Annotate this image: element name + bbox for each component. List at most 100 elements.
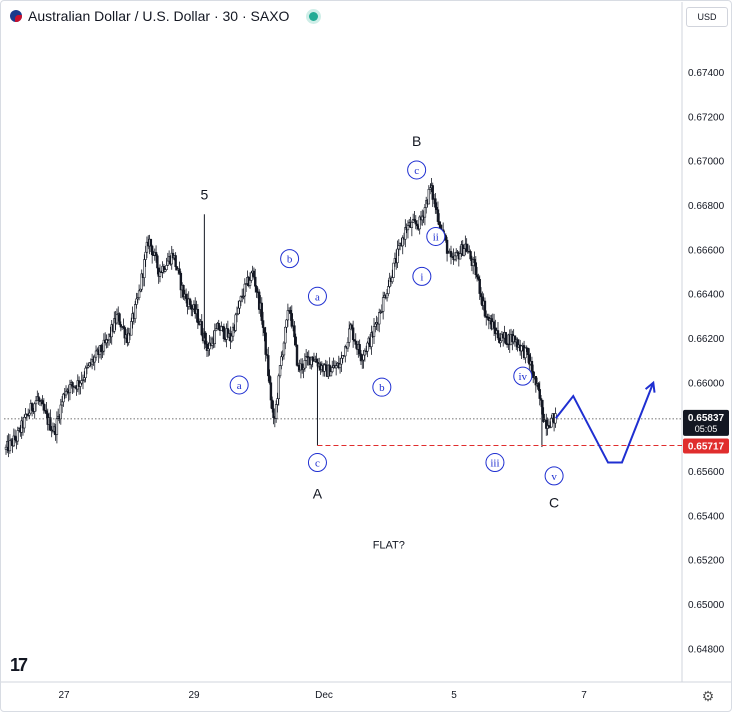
- wave-label-b: b: [379, 382, 385, 394]
- price-lines: [4, 380, 682, 464]
- candle-body: [179, 273, 183, 291]
- candle-body: [354, 340, 357, 345]
- candle-body: [363, 350, 367, 356]
- candle-body: [140, 273, 143, 290]
- candle-body: [449, 251, 453, 258]
- candle-body: [85, 366, 89, 369]
- candle-body: [237, 307, 240, 315]
- candle-body: [191, 308, 194, 310]
- candle-body: [204, 332, 207, 345]
- candle-body: [80, 380, 83, 384]
- candle-body: [276, 398, 279, 405]
- candle-body: [213, 330, 216, 345]
- candle-body: [290, 313, 293, 327]
- candle-body: [220, 325, 223, 331]
- candle-body: [71, 382, 74, 387]
- candle-body: [406, 225, 410, 231]
- y-tick-label: 0.67000: [688, 157, 725, 168]
- candle-body: [13, 435, 17, 441]
- candle-body: [462, 248, 466, 256]
- candle-body: [272, 408, 275, 418]
- candle-body: [242, 295, 245, 298]
- candle-body: [381, 297, 385, 312]
- candle-body: [45, 410, 48, 415]
- wave-label-circle: [280, 249, 300, 269]
- candle-body: [113, 318, 116, 332]
- symbol-title[interactable]: Australian Dollar / U.S. Dollar · 30 · S…: [28, 8, 290, 24]
- target-price-value: 0.65717: [688, 441, 725, 452]
- candle-body: [30, 403, 34, 411]
- candle-body: [136, 297, 140, 300]
- wave-label-c: c: [315, 458, 320, 470]
- candle-body: [361, 359, 364, 362]
- candle-body: [87, 365, 90, 368]
- candle-body: [396, 248, 399, 264]
- candle-body: [289, 310, 292, 314]
- target-price-tag: [683, 438, 729, 454]
- candle-body: [115, 314, 119, 324]
- candle-body: [170, 252, 173, 265]
- candle-body: [41, 400, 44, 405]
- currency-selector[interactable]: USD: [686, 7, 728, 27]
- candle-body: [122, 326, 125, 328]
- wave-label-ii: ii: [433, 231, 439, 243]
- candle-body: [162, 265, 166, 272]
- candle-body: [175, 266, 179, 271]
- candle-body: [455, 251, 458, 257]
- candle-body: [548, 426, 552, 429]
- y-tick-label: 0.65400: [688, 511, 725, 522]
- candle-body: [64, 391, 68, 396]
- candle-body: [391, 277, 394, 283]
- candle-body: [158, 271, 162, 277]
- candle-body: [539, 398, 543, 401]
- wave-label-circle: [544, 466, 564, 486]
- wave-label-A: A: [313, 486, 323, 502]
- candle-body: [528, 354, 531, 365]
- candle-body: [310, 356, 313, 366]
- wave-label-a: a: [237, 380, 242, 392]
- candle-body: [370, 332, 373, 348]
- chart-header[interactable]: Australian Dollar / U.S. Dollar · 30 · S…: [10, 6, 319, 26]
- candle-body: [301, 363, 304, 370]
- candle-body: [410, 222, 414, 228]
- candle-body: [438, 221, 441, 226]
- candle-body: [545, 419, 548, 429]
- candle-body: [42, 403, 46, 411]
- candle-body: [465, 243, 468, 252]
- y-tick-label: 0.66800: [688, 201, 725, 212]
- candle-body: [234, 314, 237, 331]
- candle-body: [250, 272, 253, 281]
- candle-body: [178, 268, 181, 274]
- candle-body: [156, 255, 159, 269]
- candle-body: [385, 293, 389, 299]
- candle-body: [427, 188, 431, 205]
- candle-body: [83, 377, 86, 381]
- candle-body: [188, 298, 192, 306]
- wave-label-B: B: [412, 133, 421, 149]
- candle-body: [436, 209, 440, 222]
- candle-body: [254, 276, 257, 287]
- candle-body: [8, 440, 12, 452]
- candle-body: [145, 241, 149, 253]
- time-axis[interactable]: 27 29 Dec 5 7: [58, 690, 587, 701]
- candle-body: [260, 302, 263, 321]
- wave-label-circle: [229, 375, 249, 395]
- candle-body: [271, 399, 274, 410]
- wave-label-i: i: [420, 271, 423, 283]
- candle-body: [284, 326, 287, 344]
- candle-body: [274, 404, 278, 419]
- candle-body: [315, 358, 318, 363]
- gear-icon[interactable]: ⚙: [701, 688, 715, 704]
- candle-body: [303, 360, 307, 369]
- price-axis[interactable]: 0.64800 0.65000 0.65200 0.65400 0.65600 0.658…: [688, 68, 725, 655]
- candle-body: [340, 357, 343, 365]
- candle-body: [205, 343, 209, 351]
- candle-body: [423, 207, 427, 218]
- candle-body: [537, 383, 540, 390]
- candle-body: [478, 278, 481, 294]
- wave-label-c: c: [414, 165, 419, 177]
- candle-body: [499, 340, 502, 343]
